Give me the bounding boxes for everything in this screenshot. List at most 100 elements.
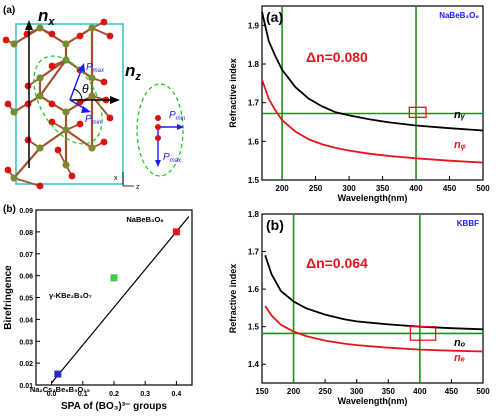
x-tick-label: 500: [476, 387, 490, 396]
theta-label: θ: [82, 82, 89, 96]
y-tick-label: 1.7: [248, 99, 260, 108]
oxygen-atom: [4, 166, 12, 174]
boron-atom: [88, 144, 96, 152]
x-tick-label: 300: [342, 184, 356, 193]
oxygen-atom: [4, 100, 12, 108]
x-axis-label: Wavelength(nm): [338, 396, 408, 406]
nx-label: nx: [38, 6, 55, 28]
y-tick-label: 0.05: [19, 296, 33, 303]
pmax-arrowhead: [78, 63, 85, 72]
y-tick-label: 1.5: [248, 176, 260, 185]
boron-atom: [62, 40, 70, 48]
x-tick-label: 500: [476, 184, 490, 193]
polarization-ellipse: [136, 83, 184, 177]
oxygen-atom: [48, 62, 56, 70]
delta-n-annotation: Δn=0.080: [306, 49, 368, 65]
pmin-small-label: Pmin: [169, 110, 186, 122]
y-tick-label: 0.01: [19, 383, 33, 390]
unit-cell-box: [15, 23, 124, 185]
oxygen-atom: [68, 172, 76, 180]
compound-label: KBBF: [457, 219, 479, 228]
x-tick-label: 200: [287, 387, 301, 396]
pmin-small-arrowhead: [177, 124, 184, 130]
boron-atom: [88, 92, 96, 100]
boron-atom: [88, 74, 96, 82]
series-line: [261, 79, 484, 164]
oxygen-atom: [106, 32, 114, 40]
series-label: nₒ: [454, 337, 466, 349]
oxygen-atom: [76, 120, 84, 128]
x-tick-label: 0.0: [47, 391, 57, 398]
x-tick-label: 200: [275, 184, 289, 193]
boron-atom: [36, 144, 44, 152]
oxygen-atom: [100, 78, 108, 86]
y-tick-label: 0.03: [19, 339, 33, 346]
boron-atom: [10, 40, 18, 48]
boron-atom: [36, 92, 44, 100]
nz-label: nz: [125, 61, 141, 83]
y-tick-label: 0.06: [19, 274, 33, 281]
x-tick-label: 450: [443, 184, 457, 193]
y-tick-label: 0.04: [19, 317, 33, 324]
panel-label: (b): [3, 204, 16, 215]
y-tick-label: 0.02: [19, 361, 33, 368]
oxygen-atom: [48, 118, 56, 126]
series-label: nᵧ: [454, 109, 466, 121]
point-label: NaBeB₃O₆: [126, 215, 163, 224]
small-atom: [155, 115, 161, 121]
x-tick-label: 0.3: [140, 391, 150, 398]
coord-z-label: z: [136, 184, 140, 191]
x-tick-label: 400: [413, 387, 427, 396]
series-line: [261, 11, 484, 132]
delta-n-annotation: Δn=0.064: [306, 255, 368, 271]
oxygen-atom: [106, 114, 114, 122]
x-axis-label: SPA of (BO₃)³⁻ groups: [61, 401, 167, 412]
crystal-structure-panel: nx nz Pmax Pmin θ Pmin Pmax x z (a): [2, 5, 186, 191]
small-atom: [155, 135, 161, 141]
x-tick-label: 250: [318, 387, 332, 396]
oxygen-atom: [76, 32, 84, 40]
oxygen-atom: [2, 36, 10, 44]
theta-arc: [73, 88, 83, 101]
boron-atom: [10, 108, 18, 116]
boron-atom: [62, 108, 70, 116]
crystal-bond: [39, 59, 67, 97]
oxygen-atom: [24, 136, 32, 144]
y-tick-label: 1.4: [248, 360, 260, 369]
series-label: nₑ: [454, 352, 465, 364]
x-tick-label: 0.1: [78, 391, 88, 398]
bo3-group-ellipse: [33, 55, 103, 145]
boron-atom: [36, 24, 44, 32]
crystal-atoms: [2, 18, 114, 190]
pmax-label: Pmax: [86, 62, 105, 74]
birefringence-scatter-chart: 0.0 0.1 0.2 0.3 0.4 0.01 0.02 0.03 0.04 0.05 0.06 0…: [3, 204, 193, 412]
crystal-bond: [13, 147, 41, 179]
data-point: [172, 228, 180, 236]
highlight-box: [409, 326, 437, 341]
boron-atom: [62, 161, 70, 169]
pmax-vector: [69, 67, 83, 101]
y-tick-label: 1.8: [248, 60, 260, 69]
panel-label: (a): [266, 9, 283, 25]
highlight-box: [408, 106, 427, 119]
x-tick-label: 150: [255, 387, 269, 396]
y-tick-label: 1.9: [248, 21, 260, 30]
y-tick-label: 0.07: [19, 252, 33, 259]
oxygen-atom: [48, 100, 56, 108]
refractive-index-chart-kbbf: 150 200 250 300 350 400 450 500 1.4 1.5 1.6 1.7 1.8 W…: [228, 210, 490, 406]
y-tick-label: 1.7: [248, 248, 260, 257]
panel-label: (b): [266, 217, 284, 233]
x-tick-label: 400: [409, 184, 423, 193]
oxygen-atom: [36, 182, 44, 190]
x-axis-label: Wavelength(nm): [338, 193, 408, 203]
structure-panel-label: (a): [3, 5, 15, 16]
y-axis-label: Refractive index: [228, 58, 238, 128]
x-tick-label: 450: [445, 387, 459, 396]
series-line: [264, 305, 484, 353]
data-point: [110, 274, 118, 282]
pmax-small-arrowhead: [155, 160, 161, 167]
x-tick-label: 300: [350, 387, 364, 396]
boron-atom: [36, 74, 44, 82]
series-label: nᵩ: [454, 139, 466, 151]
